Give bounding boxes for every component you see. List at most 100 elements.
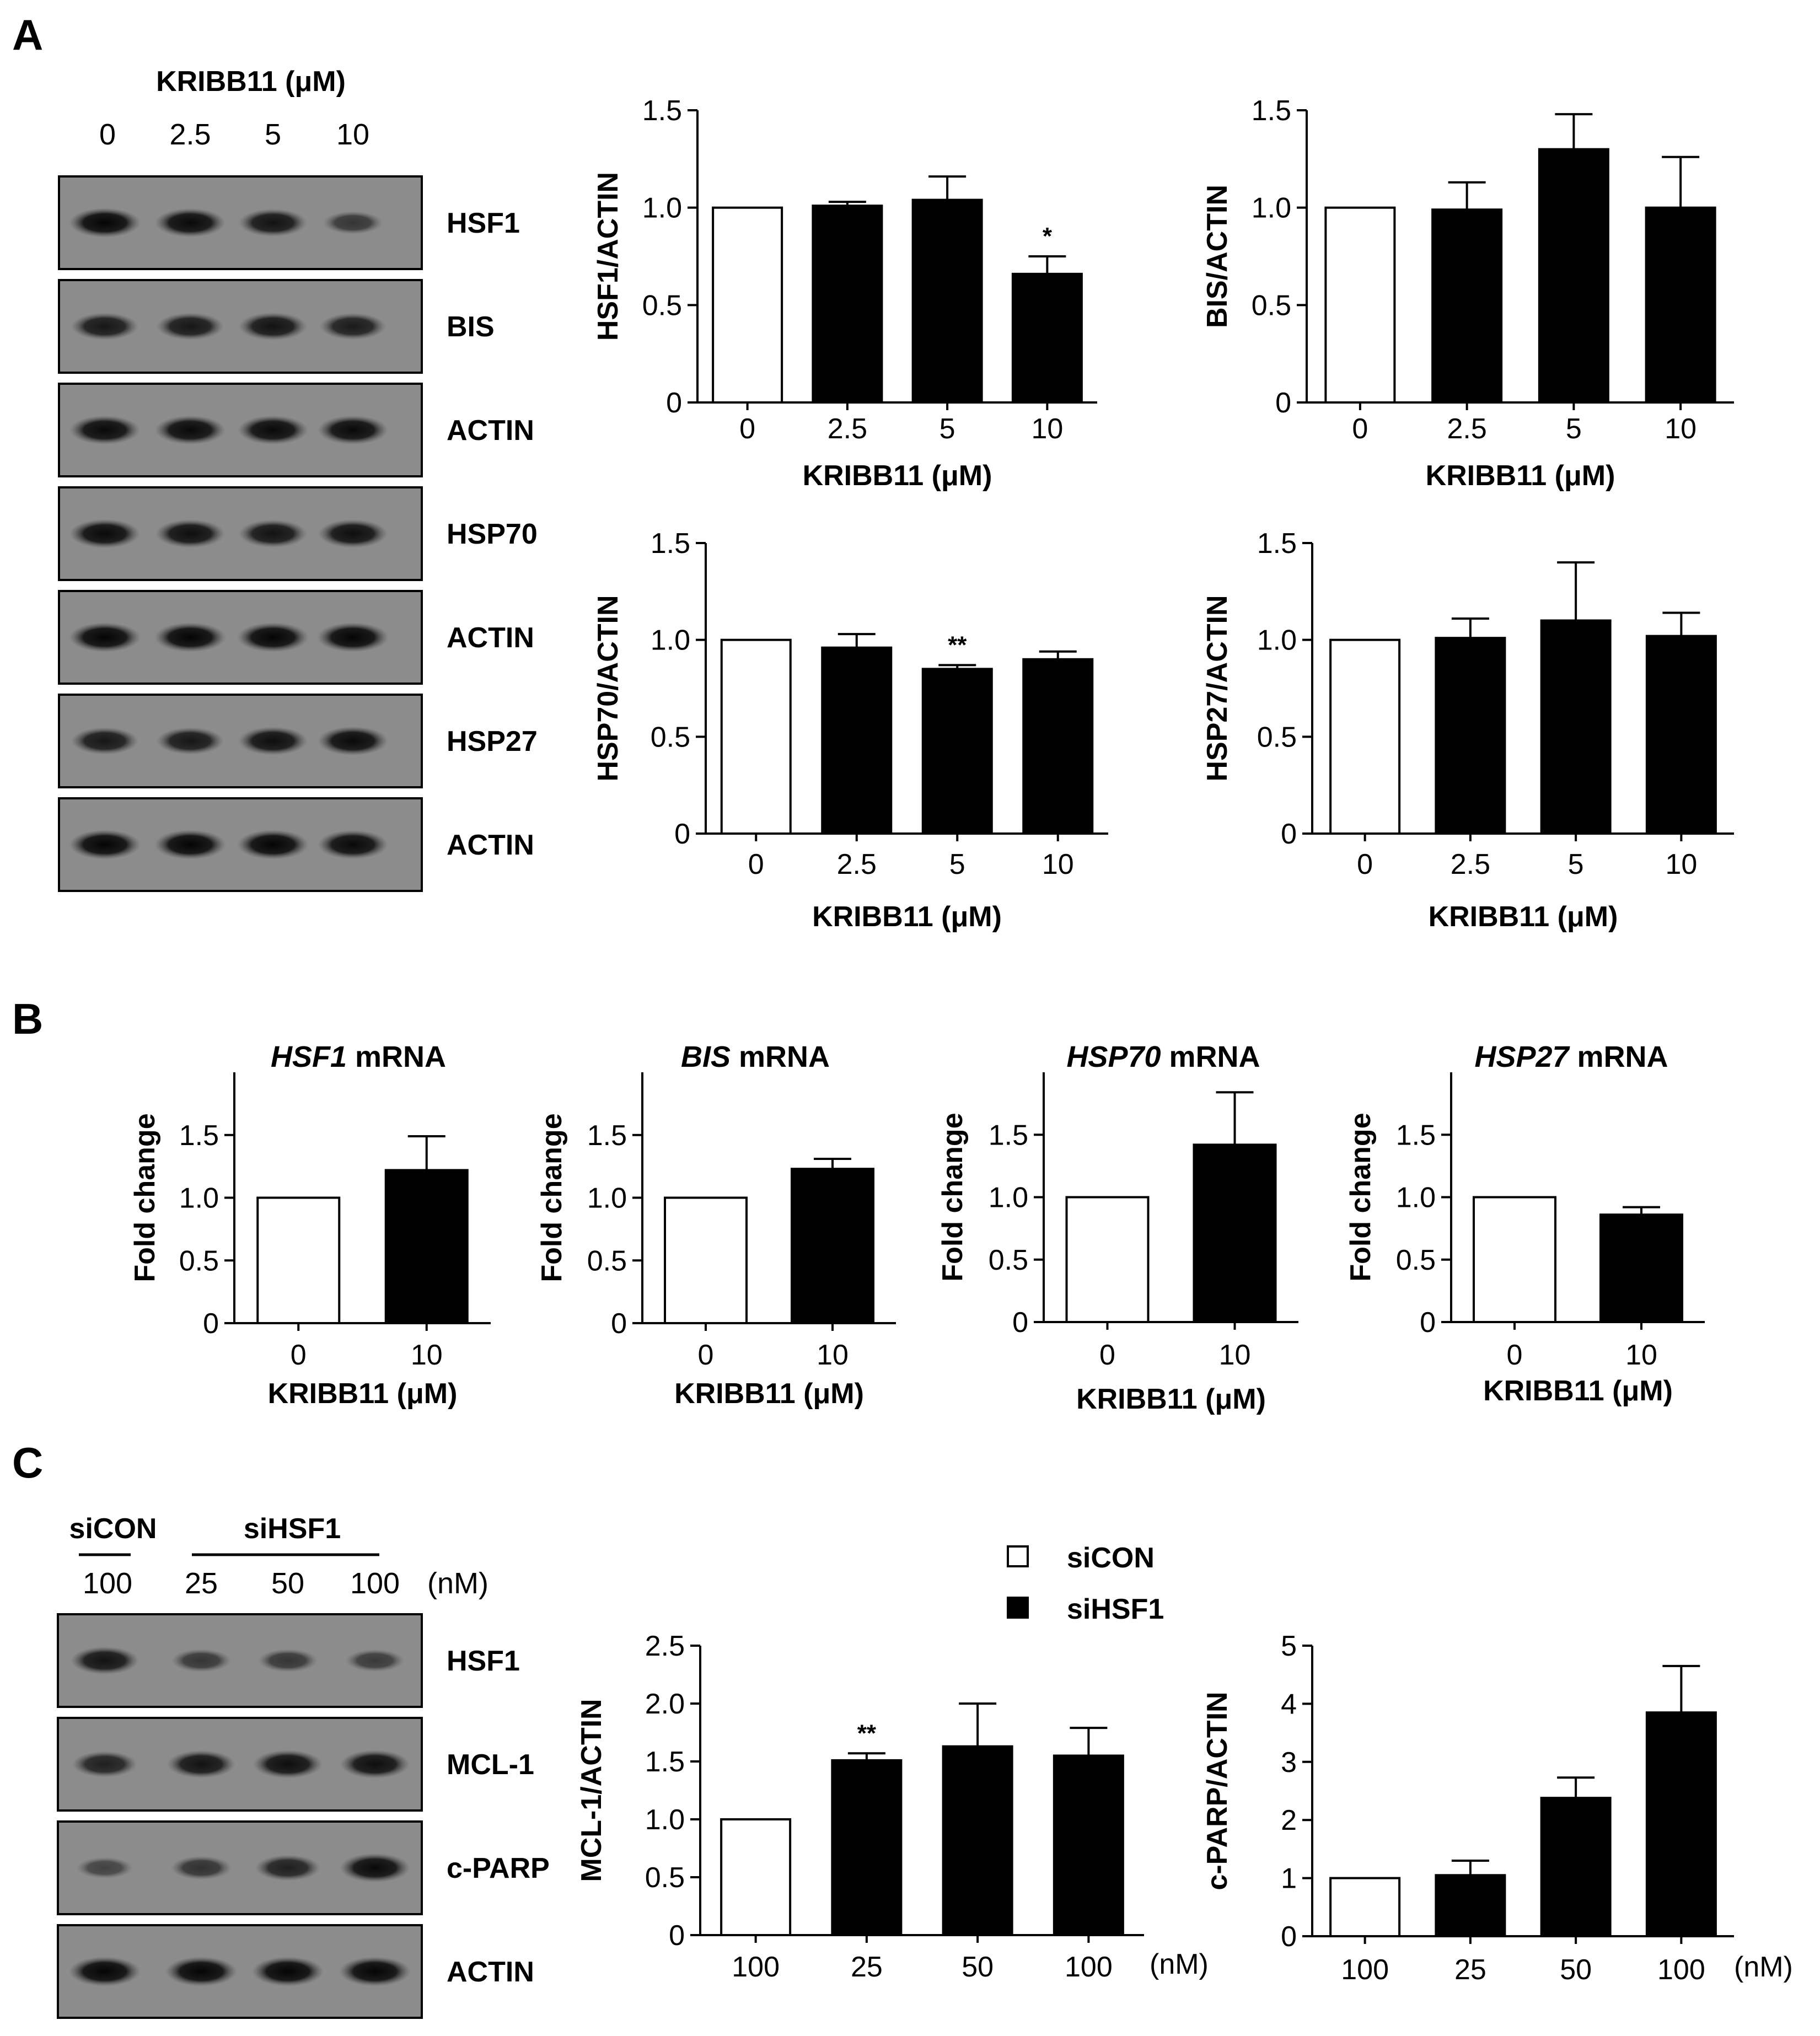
blot-band [318, 519, 388, 548]
y-tick-label: 0 [1281, 818, 1297, 850]
bar [791, 1168, 874, 1325]
x-tick-label: 10 [1625, 1339, 1657, 1371]
x-axis-label: KRIBB11 (μM) [812, 901, 1002, 933]
blot-band [171, 1649, 232, 1672]
blot-c-group-sihsf1: siHSF1 [244, 1513, 341, 1545]
bar [384, 1169, 469, 1324]
x-tick-label: 0 [698, 1339, 714, 1371]
blot-c-lane-3: 100 [350, 1567, 400, 1600]
blot-row-label: HSF1 [447, 207, 520, 239]
y-tick-label: 1.5 [179, 1120, 219, 1152]
y-tick-label: 0 [1275, 387, 1291, 419]
blot-band [317, 415, 389, 445]
y-tick-label: 0.5 [642, 289, 682, 321]
y-tick-label: 0 [203, 1308, 219, 1340]
blot-c-lane-2: 50 [271, 1567, 304, 1600]
blot-strip-actin: ACTIN [57, 1924, 534, 2019]
charts: 0 0.5 1.0 1.5 0 2.5 5 * 10 KRIBB11 (μM) HSF1/ACTIN… [129, 95, 1793, 1986]
blot-c-lane-1: 25 [185, 1567, 218, 1600]
blot-strip-actin: ACTIN [58, 797, 534, 892]
y-tick-label: 1.5 [642, 95, 682, 127]
blot-band [255, 1855, 321, 1881]
y-tick-label: 0.5 [1396, 1244, 1436, 1276]
blot-band [71, 313, 139, 340]
y-tick-label: 1.0 [587, 1183, 627, 1215]
blot-c-group-sicon: siCON [69, 1513, 157, 1545]
y-tick-label: 1.5 [989, 1119, 1028, 1151]
y-tick-label: 0 [674, 818, 690, 850]
blot-row-label: ACTIN [447, 622, 534, 654]
y-axis-label: Fold change [1345, 1113, 1377, 1281]
blot-band [155, 519, 226, 548]
bar [256, 1196, 341, 1324]
y-axis-label: c-PARP/ACTIN [1201, 1691, 1233, 1890]
bar [720, 638, 792, 835]
y-axis-label: BIS/ACTIN [1201, 185, 1233, 328]
blot-band [317, 830, 389, 859]
y-tick-label: 1.0 [1252, 192, 1291, 224]
y-axis-label: Fold change [937, 1113, 969, 1281]
y-axis-label: HSF1/ACTIN [592, 172, 624, 341]
bar [1431, 208, 1503, 404]
chart-8: 0 0.5 1.0 1.5 0 10 KRIBB11 (μM) Fold change HSP2… [1345, 1040, 1705, 1407]
blot-strip-hsp27: HSP27 [58, 694, 538, 788]
x-tick-label: 10 [1665, 413, 1696, 445]
x-tick-label: 50 [1560, 1954, 1592, 1986]
y-tick-label: 1.0 [642, 192, 682, 224]
y-axis-label: Fold change [536, 1113, 568, 1282]
blot-band [69, 622, 141, 652]
y-tick-label: 3 [1281, 1747, 1297, 1779]
y-tick-label: 0.5 [179, 1245, 219, 1277]
y-tick-label: 0.5 [1252, 289, 1291, 321]
blot-band [72, 1751, 138, 1777]
blot-band [154, 830, 226, 859]
blot-band [154, 415, 226, 445]
bar [1011, 272, 1083, 404]
x-tick-label: 10 [817, 1339, 849, 1371]
y-axis-label: Fold change [129, 1113, 161, 1282]
legend: siCON siHSF1 [1007, 1542, 1164, 1625]
x-axis-label: KRIBB11 (μM) [674, 1378, 864, 1410]
significance-marker: * [1043, 223, 1053, 250]
chart-9: 0 0.5 1.0 1.5 2.0 2.5 100 ** 25 50 100 (nM) MCL-1/AC… [576, 1630, 1209, 1983]
bar [1540, 1797, 1612, 1937]
x-axis-label: KRIBB11 (μM) [1076, 1383, 1266, 1415]
x-axis-label: KRIBB11 (μM) [1483, 1375, 1673, 1407]
bar [821, 646, 893, 835]
y-tick-label: 2.0 [645, 1688, 685, 1720]
blot-band [237, 830, 309, 859]
y-tick-label: 5 [1281, 1630, 1297, 1662]
blot-band [154, 208, 226, 238]
y-tick-label: 0.5 [587, 1245, 627, 1277]
x-tick-label: 0 [748, 848, 764, 880]
blot-row-label: ACTIN [447, 1956, 534, 1988]
chart-title-suffix: mRNA [731, 1040, 830, 1073]
blot-band [238, 519, 308, 548]
chart-title: BIS mRNA [681, 1040, 830, 1073]
y-axis-label: HSP70/ACTIN [592, 595, 624, 781]
blot-band [339, 1853, 411, 1883]
x-axis-label: KRIBB11 (μM) [803, 460, 992, 492]
blot-a-lane-1: 2.5 [169, 118, 211, 151]
blot-strip-actin: ACTIN [58, 590, 534, 685]
x-tick-label: 100 [1065, 1951, 1113, 1983]
blot-band [339, 1957, 411, 1986]
x-tick-label: 0 [1357, 848, 1373, 880]
blot-strip-hsp70: HSP70 [58, 486, 538, 581]
x-tick-label: 10 [1665, 848, 1697, 880]
bar [720, 1818, 792, 1936]
x-tick-label: 2.5 [828, 413, 867, 445]
blot-band [76, 1857, 133, 1879]
blot-band [340, 1750, 410, 1779]
x-tick-label: 10 [411, 1339, 443, 1371]
x-tick-label: 0 [291, 1339, 307, 1371]
blot-c-unit: (nM) [427, 1567, 488, 1600]
y-tick-label: 1.0 [1396, 1182, 1436, 1214]
bar [1645, 635, 1717, 835]
chart-title-suffix: mRNA [1569, 1040, 1668, 1073]
x-tick-label: 10 [1042, 848, 1074, 880]
blot-band [165, 1957, 237, 1986]
blot-strip-actin: ACTIN [58, 383, 534, 477]
bar [1538, 148, 1609, 404]
panel-label-c: C [12, 1438, 43, 1487]
